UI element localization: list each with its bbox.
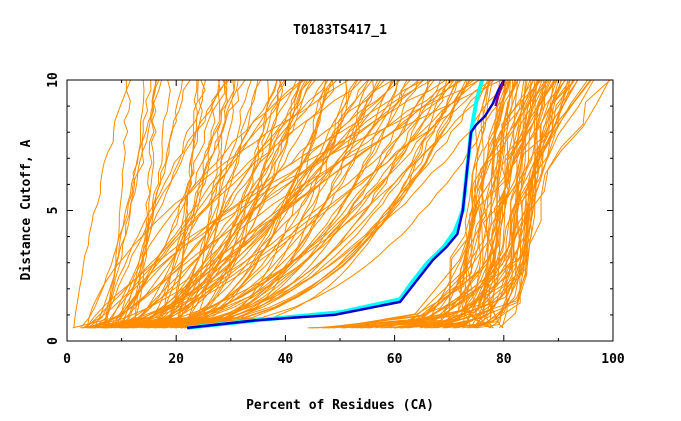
background-model-line [444,80,555,329]
background-model-line [173,80,419,329]
y-axis-ticks: 0 5 10 [46,72,613,345]
background-model-line [80,80,160,329]
background-model-line [132,80,424,329]
background-model-line [476,80,571,329]
background-model-line [146,80,493,329]
background-model-line [184,80,348,329]
background-model-line [135,80,480,329]
background-model-line [103,80,369,329]
background-model-line [161,80,198,329]
background-model-line [133,80,191,328]
background-model-line [113,80,431,329]
background-model-line [341,80,550,329]
background-model-line [433,80,547,329]
x-tick-label: 100 [601,352,625,367]
background-model-line [127,80,301,329]
background-model-line [170,80,375,329]
background-model-line [399,80,536,329]
background-model-line [167,80,503,328]
x-axis-ticks: 0 20 40 60 80 100 [63,80,625,367]
background-model-line [455,80,539,329]
background-model-line [106,80,411,329]
background-model-line [159,80,475,329]
background-model-line [363,80,534,329]
y-tick-label: 0 [46,337,61,345]
background-model-line [103,80,152,328]
background-model-line [82,80,287,329]
background-model-line [105,80,435,329]
background-model-line [147,80,348,329]
background-model-line [184,80,327,329]
background-model-line [457,80,566,329]
background-model-line [116,80,158,329]
chart-title: T0183TS417_1 [293,23,387,38]
y-tick-label: 5 [46,207,61,215]
series-line-3 [494,80,505,107]
background-model-line [172,80,338,329]
background-model-line [148,80,489,329]
background-model-line [181,80,468,329]
highlighted-model-lines [186,80,505,330]
background-model-line [86,80,420,329]
background-model-line [150,80,455,329]
y-axis-label: Distance Cutoff, A [19,139,34,280]
x-tick-label: 0 [63,352,71,367]
background-model-line [426,80,610,329]
background-model-line [375,80,558,329]
series-line-2 [186,80,505,330]
background-model-line [322,80,506,329]
x-axis-label: Percent of Residues (CA) [246,398,434,413]
background-model-line [90,80,316,329]
background-model-line [332,80,493,329]
background-model-lines [72,80,611,329]
background-model-line [100,80,220,329]
background-model-line [164,80,400,329]
background-model-line [394,80,519,329]
background-model-line [87,80,145,329]
background-model-line [478,80,507,329]
background-model-line [322,80,490,329]
background-model-line [92,80,221,329]
background-model-line [94,80,455,329]
background-model-line [105,80,207,329]
x-tick-label: 80 [496,352,512,367]
background-model-line [429,80,542,329]
background-model-line [73,80,127,328]
background-model-line [175,80,453,329]
background-model-line [105,80,408,329]
background-model-line [101,80,470,329]
x-tick-label: 60 [387,352,403,367]
background-model-line [153,80,269,329]
background-model-line [93,80,132,329]
background-model-line [350,80,538,329]
background-model-line [140,80,335,329]
background-model-line [175,80,394,328]
y-tick-label: 10 [46,72,61,88]
background-model-line [327,80,526,329]
background-model-line [424,80,546,329]
background-model-line [121,80,183,329]
background-model-line [389,80,579,329]
background-model-line [94,80,259,329]
background-model-line [161,80,199,329]
background-model-line [126,80,395,329]
background-model-line [81,80,393,329]
background-model-line [106,80,480,329]
background-model-line [92,80,359,329]
background-model-line [125,80,363,328]
background-model-line [393,80,579,329]
background-model-line [486,80,552,329]
x-tick-label: 20 [168,352,184,367]
background-model-line [81,80,395,329]
background-model-line [119,80,326,329]
x-tick-label: 40 [278,352,294,367]
background-model-line [103,80,228,329]
background-model-line [121,80,471,329]
